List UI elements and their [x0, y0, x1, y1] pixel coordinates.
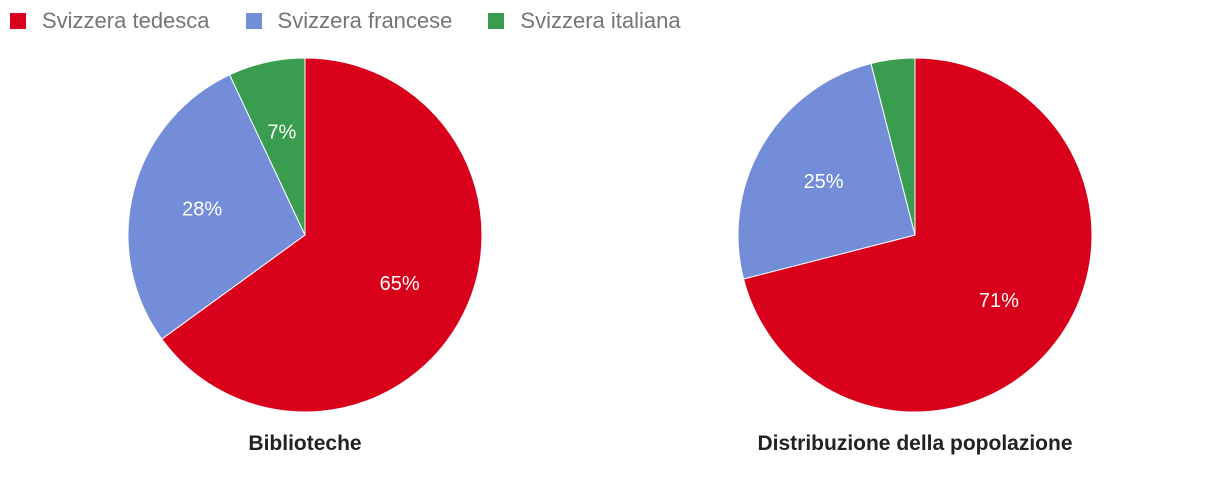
- slice-value-label: 71%: [979, 290, 1019, 312]
- pie-slice-svizzera-italiana[interactable]: [870, 57, 916, 236]
- chart-title-biblioteche: Biblioteche: [248, 432, 362, 455]
- pie-slice-svizzera-italiana[interactable]: [228, 57, 306, 236]
- pie-slice-svizzera-tedesca[interactable]: [161, 57, 483, 413]
- legend-item-svizzera-tedesca[interactable]: Svizzera tedesca: [10, 8, 210, 34]
- legend-label: Svizzera italiana: [520, 8, 681, 33]
- pie-slice-svizzera-francese[interactable]: [127, 74, 306, 340]
- chart-title-distribuzione: Distribuzione della popolazione: [757, 432, 1073, 455]
- pie-slice-svizzera-francese[interactable]: [737, 62, 916, 280]
- legend: Svizzera tedesca Svizzera francese Svizz…: [10, 8, 717, 34]
- pie-chart-biblioteche: 65% 28% 7%: [127, 57, 483, 413]
- slice-value-label: 28%: [182, 199, 222, 221]
- pie-chart-distribuzione-popolazione: 71% 25%: [737, 57, 1093, 413]
- legend-item-svizzera-francese[interactable]: Svizzera francese: [245, 8, 453, 34]
- legend-swatch: [10, 13, 26, 29]
- slice-value-label: 7%: [267, 121, 296, 143]
- slice-value-label: 65%: [380, 273, 420, 295]
- legend-swatch: [488, 13, 505, 29]
- legend-item-svizzera-italiana[interactable]: Svizzera italiana: [488, 8, 681, 34]
- pie-slice-svizzera-tedesca[interactable]: [742, 57, 1093, 413]
- legend-label: Svizzera tedesca: [42, 8, 210, 33]
- legend-label: Svizzera francese: [277, 8, 453, 33]
- slice-value-label: 25%: [804, 171, 844, 193]
- legend-swatch: [245, 13, 262, 29]
